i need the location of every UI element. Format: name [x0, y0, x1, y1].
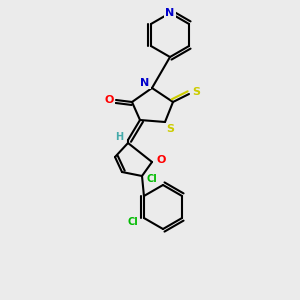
Text: Cl: Cl	[128, 217, 138, 227]
Text: N: N	[140, 78, 150, 88]
Text: O: O	[104, 95, 114, 105]
Text: Cl: Cl	[147, 174, 158, 184]
Text: S: S	[166, 124, 174, 134]
Text: S: S	[192, 87, 200, 97]
Text: O: O	[156, 155, 166, 165]
Text: N: N	[165, 8, 175, 18]
Text: H: H	[115, 132, 123, 142]
